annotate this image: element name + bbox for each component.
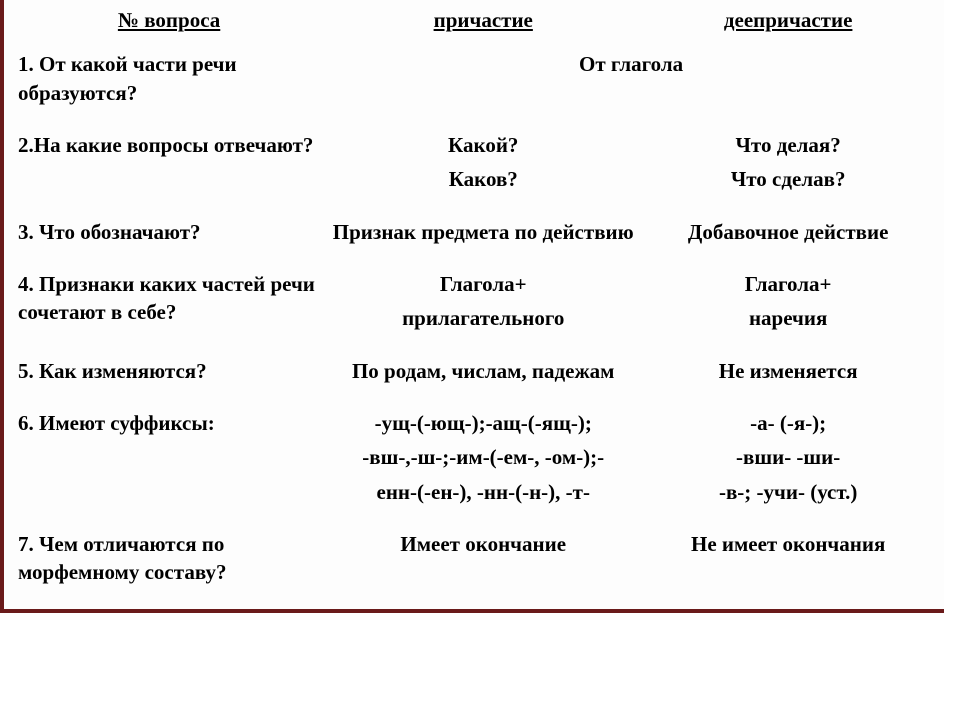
question-cell: 2.На какие вопросы отвечают? xyxy=(12,121,326,208)
answer-line: -ущ-(-ющ-);-ащ-(-ящ-); xyxy=(332,409,634,437)
answer-line: -в-; -учи- (уст.) xyxy=(646,478,930,506)
participle-answer-cell: По родам, числам, падежам xyxy=(326,347,640,399)
comparison-table: № вопроса причастие деепричастие 1. От к… xyxy=(12,0,936,601)
question-cell: 4. Признаки каких частей речи сочетают в… xyxy=(12,260,326,347)
gerund-answer-cell: Что делая? Что сделав? xyxy=(640,121,936,208)
shared-answer-cell: От глагола xyxy=(326,40,936,121)
answer-line: Глагола+ xyxy=(332,270,634,298)
comparison-table-frame: № вопроса причастие деепричастие 1. От к… xyxy=(0,0,944,613)
answer-line: прилагательного xyxy=(332,304,634,332)
question-cell: 6. Имеют суффиксы: xyxy=(12,399,326,520)
header-row: № вопроса причастие деепричастие xyxy=(12,0,936,40)
answer-line: Не имеет окончания xyxy=(646,530,930,558)
answer-line: -а- (-я-); xyxy=(646,409,930,437)
table-row: 1. От какой части речи образуются?От гла… xyxy=(12,40,936,121)
answer-line: -вш-,-ш-;-им-(-ем-, -ом-);- xyxy=(332,443,634,471)
answer-line: Каков? xyxy=(332,165,634,193)
gerund-answer-cell: Добавочное действие xyxy=(640,208,936,260)
participle-answer-cell: Имеет окончание xyxy=(326,520,640,601)
answer-line: По родам, числам, падежам xyxy=(332,357,634,385)
participle-answer-cell: Глагола+ прилагательного xyxy=(326,260,640,347)
answer-line: Добавочное действие xyxy=(646,218,930,246)
answer-line: наречия xyxy=(646,304,930,332)
answer-line: Что делая? xyxy=(646,131,930,159)
header-participle: причастие xyxy=(326,0,640,40)
table-row: 5. Как изменяются?По родам, числам, паде… xyxy=(12,347,936,399)
participle-answer-cell: Какой? Каков? xyxy=(326,121,640,208)
answer-line: Признак предмета по действию xyxy=(332,218,634,246)
header-gerund: деепричастие xyxy=(640,0,936,40)
answer-line: енн-(-ен-), -нн-(-н-), -т- xyxy=(332,478,634,506)
answer-line: Что сделав? xyxy=(646,165,930,193)
participle-answer-cell: -ущ-(-ющ-);-ащ-(-ящ-); -вш-,-ш-;-им-(-ем-… xyxy=(326,399,640,520)
answer-line: Какой? xyxy=(332,131,634,159)
question-cell: 7. Чем отличаются по морфемному составу? xyxy=(12,520,326,601)
question-cell: 3. Что обозначают? xyxy=(12,208,326,260)
header-question-number: № вопроса xyxy=(12,0,326,40)
gerund-answer-cell: Не изменяется xyxy=(640,347,936,399)
answer-line: -вши- -ши- xyxy=(646,443,930,471)
table-row: 7. Чем отличаются по морфемному составу?… xyxy=(12,520,936,601)
table-row: 4. Признаки каких частей речи сочетают в… xyxy=(12,260,936,347)
table-row: 2.На какие вопросы отвечают?Какой? Каков?… xyxy=(12,121,936,208)
answer-line: Глагола+ xyxy=(646,270,930,298)
table-body: 1. От какой части речи образуются?От гла… xyxy=(12,40,936,600)
answer-line: Не изменяется xyxy=(646,357,930,385)
gerund-answer-cell: -а- (-я-); -вши- -ши- -в-; -учи- (уст.) xyxy=(640,399,936,520)
table-row: 3. Что обозначают?Признак предмета по де… xyxy=(12,208,936,260)
question-cell: 5. Как изменяются? xyxy=(12,347,326,399)
table-row: 6. Имеют суффиксы:-ущ-(-ющ-);-ащ-(-ящ-);… xyxy=(12,399,936,520)
gerund-answer-cell: Не имеет окончания xyxy=(640,520,936,601)
gerund-answer-cell: Глагола+ наречия xyxy=(640,260,936,347)
question-cell: 1. От какой части речи образуются? xyxy=(12,40,326,121)
answer-line: Имеет окончание xyxy=(332,530,634,558)
participle-answer-cell: Признак предмета по действию xyxy=(326,208,640,260)
